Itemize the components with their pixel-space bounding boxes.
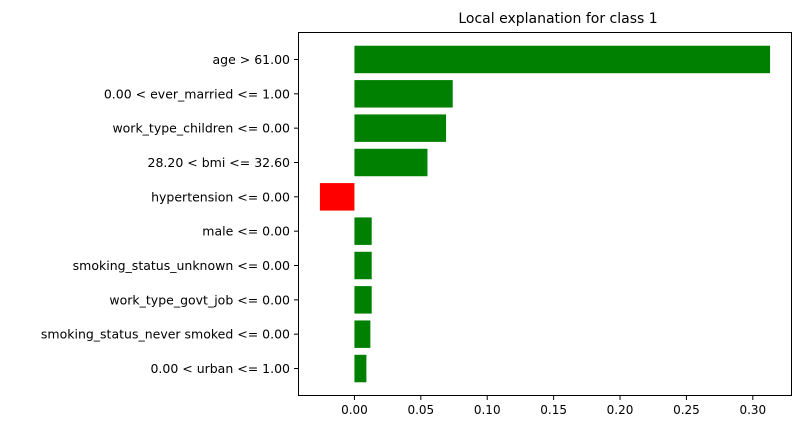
bar-0 [354, 45, 771, 74]
y-tick-label-8: smoking_status_never smoked <= 0.00 [41, 327, 290, 342]
x-tick-label-2: 0.10 [474, 403, 501, 417]
y-tick-labels: age > 61.00 0.00 < ever_married <= 1.00 wo… [41, 52, 298, 376]
y-tick-label-7: work_type_govt_job <= 0.00 [109, 292, 290, 307]
bar-4 [319, 183, 355, 211]
x-tick-label-3: 0.15 [540, 403, 567, 417]
x-tick-label-6: 0.30 [739, 403, 766, 417]
chart-title: Local explanation for class 1 [458, 11, 657, 27]
y-tick-label-5: male <= 0.00 [202, 224, 290, 239]
bars-layer [319, 45, 771, 383]
bar-1 [354, 80, 453, 108]
bar-9 [354, 354, 367, 383]
y-tick-label-4: hypertension <= 0.00 [151, 189, 290, 204]
bar-3 [354, 148, 428, 177]
bar-7 [354, 286, 372, 314]
y-tick-label-1: 0.00 < ever_married <= 1.00 [104, 86, 290, 101]
y-tick-label-0: age > 61.00 [213, 52, 291, 67]
y-tick-label-6: smoking_status_unknown <= 0.00 [73, 258, 290, 273]
bar-6 [354, 251, 372, 280]
x-tick-marks: 0.00 0.05 0.10 0.15 0.20 0.25 0.30 [341, 396, 766, 417]
bar-8 [354, 320, 371, 348]
x-tick-label-1: 0.05 [407, 403, 434, 417]
y-tick-label-9: 0.00 < urban <= 1.00 [150, 361, 290, 376]
x-tick-label-0: 0.00 [341, 403, 368, 417]
y-tick-label-2: work_type_children <= 0.00 [112, 121, 290, 136]
y-tick-label-3: 28.20 < bmi <= 32.60 [148, 155, 291, 170]
x-tick-label-5: 0.25 [673, 403, 700, 417]
plot-frame [298, 32, 792, 396]
bar-5 [354, 217, 372, 245]
x-tick-label-4: 0.20 [607, 403, 634, 417]
bar-2 [354, 114, 447, 142]
